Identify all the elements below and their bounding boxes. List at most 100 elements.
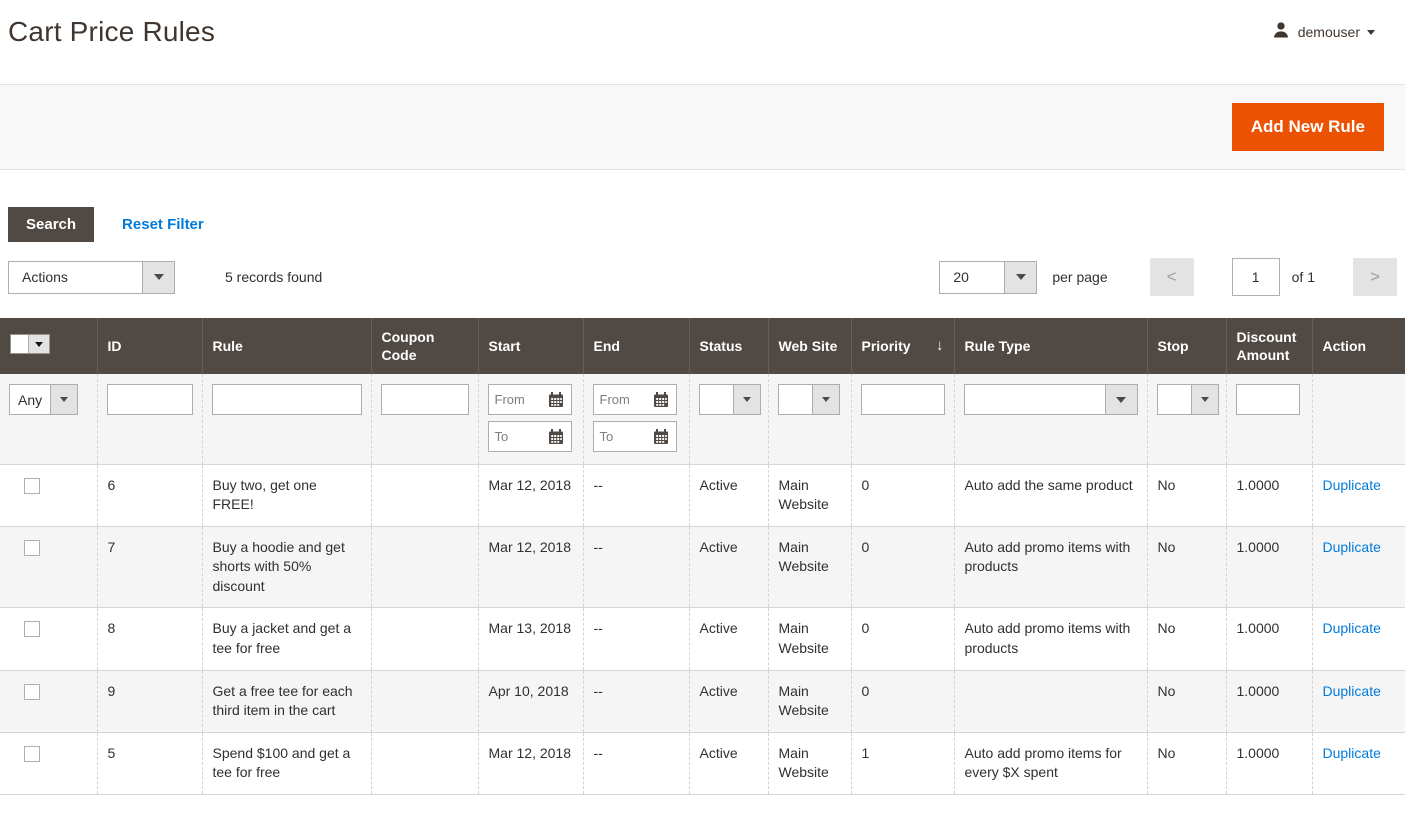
cell-web-site: Main Website <box>767 607 851 671</box>
row-checkbox[interactable] <box>24 621 40 638</box>
cell-action: Duplicate <box>1311 670 1405 733</box>
filter-select-mode: Any <box>0 374 97 465</box>
column-header-status[interactable]: Status <box>688 318 768 374</box>
cell-rule-type: Auto add promo items with products <box>953 526 1147 609</box>
priority-filter-input[interactable] <box>860 384 945 415</box>
column-header-action[interactable]: Action <box>1311 318 1405 374</box>
cell-status: Active <box>688 526 768 609</box>
grid-filter-row: Any From To From <box>0 374 1405 465</box>
chevron-down-icon <box>50 385 78 414</box>
row-checkbox[interactable] <box>24 539 40 556</box>
user-menu[interactable]: demouser <box>1271 20 1375 43</box>
table-row: 5 Spend $100 and get a tee for free Mar 12… <box>0 732 1405 796</box>
cell-coupon-code <box>370 670 478 733</box>
cell-rule: Buy a jacket and get a tee for free <box>201 607 371 671</box>
any-filter-select[interactable]: Any <box>9 384 79 415</box>
cell-start: Mar 13, 2018 <box>477 607 583 671</box>
column-header-discount-amount[interactable]: Discount Amount <box>1225 318 1312 374</box>
column-header-rule[interactable]: Rule <box>201 318 371 374</box>
column-header-id[interactable]: ID <box>96 318 202 374</box>
chevron-down-icon <box>1367 30 1375 35</box>
current-page-input[interactable] <box>1231 258 1280 296</box>
cell-priority: 0 <box>850 670 954 733</box>
per-page-select[interactable]: 20 <box>939 260 1038 294</box>
cell-stop: No <box>1146 526 1226 609</box>
calendar-icon <box>653 391 668 407</box>
cell-discount-amount: 1.0000 <box>1225 732 1312 796</box>
end-to-date-input[interactable]: To <box>592 421 677 452</box>
filter-rule-type <box>953 374 1147 465</box>
previous-page-button[interactable]: < <box>1149 258 1194 296</box>
coupon-code-filter-input[interactable] <box>380 384 469 415</box>
end-from-date-input[interactable]: From <box>592 384 677 415</box>
filter-start: From To <box>477 374 583 465</box>
cell-rule-type: Auto add promo items for every $X spent <box>953 732 1147 796</box>
cell-end: -- <box>582 732 689 796</box>
search-button[interactable]: Search <box>8 207 95 242</box>
status-filter-select[interactable] <box>698 384 761 415</box>
column-header-coupon-code[interactable]: Coupon Code <box>370 318 478 374</box>
cell-priority: 0 <box>850 607 954 671</box>
start-from-date-input[interactable]: From <box>487 384 572 415</box>
cell-select <box>0 732 97 796</box>
column-header-end[interactable]: End <box>582 318 689 374</box>
next-page-button[interactable]: > <box>1353 258 1397 296</box>
cell-web-site: Main Website <box>767 464 851 527</box>
column-header-start[interactable]: Start <box>477 318 583 374</box>
duplicate-link[interactable]: Duplicate <box>1322 476 1381 493</box>
cell-rule: Buy two, get one FREE! <box>201 464 371 527</box>
column-header-priority[interactable]: Priority ↓ <box>850 318 954 374</box>
row-checkbox[interactable] <box>24 683 40 700</box>
duplicate-link[interactable]: Duplicate <box>1322 744 1381 761</box>
cell-web-site: Main Website <box>767 526 851 609</box>
filter-id <box>96 374 202 465</box>
cell-start: Mar 12, 2018 <box>477 732 583 796</box>
cell-priority: 1 <box>850 732 954 796</box>
duplicate-link[interactable]: Duplicate <box>1322 682 1381 699</box>
per-page-value: 20 <box>953 269 969 285</box>
cell-select <box>0 526 97 609</box>
cell-priority: 0 <box>850 464 954 527</box>
cell-id: 5 <box>96 732 202 796</box>
cell-discount-amount: 1.0000 <box>1225 526 1312 609</box>
cell-end: -- <box>582 464 689 527</box>
cart-price-rules-grid: ID Rule Coupon Code Start End Status Web… <box>0 318 1405 796</box>
chevron-down-icon <box>28 335 49 354</box>
grid-toolbar: Actions 5 records found 20 per page < of… <box>8 258 1397 296</box>
reset-filter-link[interactable]: Reset Filter <box>122 216 204 233</box>
select-all-dropdown[interactable] <box>10 334 50 355</box>
duplicate-link[interactable]: Duplicate <box>1322 538 1381 555</box>
actions-select[interactable]: Actions <box>8 260 175 294</box>
cell-stop: No <box>1146 607 1226 671</box>
rule-type-filter-select[interactable] <box>963 384 1138 415</box>
column-header-rule-type[interactable]: Rule Type <box>953 318 1147 374</box>
add-new-rule-button[interactable]: Add New Rule <box>1231 103 1384 151</box>
cell-status: Active <box>688 464 768 527</box>
cell-start: Apr 10, 2018 <box>477 670 583 733</box>
cell-discount-amount: 1.0000 <box>1225 607 1312 671</box>
duplicate-link[interactable]: Duplicate <box>1322 620 1381 637</box>
cell-start: Mar 12, 2018 <box>477 464 583 527</box>
cell-select <box>0 607 97 671</box>
discount-amount-filter-input[interactable] <box>1235 384 1300 415</box>
row-checkbox[interactable] <box>24 745 40 762</box>
column-header-stop[interactable]: Stop <box>1146 318 1226 374</box>
cell-id: 9 <box>96 670 202 733</box>
id-filter-input[interactable] <box>106 384 193 415</box>
row-checkbox[interactable] <box>24 477 40 494</box>
cell-discount-amount: 1.0000 <box>1225 670 1312 733</box>
start-to-date-input[interactable]: To <box>487 421 572 452</box>
web-site-filter-select[interactable] <box>777 384 840 415</box>
stop-filter-select[interactable] <box>1156 384 1219 415</box>
cell-status: Active <box>688 670 768 733</box>
cell-end: -- <box>582 670 689 733</box>
chevron-down-icon <box>142 261 174 293</box>
cell-action: Duplicate <box>1311 526 1405 609</box>
rule-filter-input[interactable] <box>211 384 362 415</box>
select-all-checkbox[interactable] <box>11 335 28 354</box>
cell-end: -- <box>582 607 689 671</box>
filter-coupon-code <box>370 374 478 465</box>
cell-action: Duplicate <box>1311 732 1405 796</box>
column-header-web-site[interactable]: Web Site <box>767 318 851 374</box>
cell-web-site: Main Website <box>767 732 851 796</box>
